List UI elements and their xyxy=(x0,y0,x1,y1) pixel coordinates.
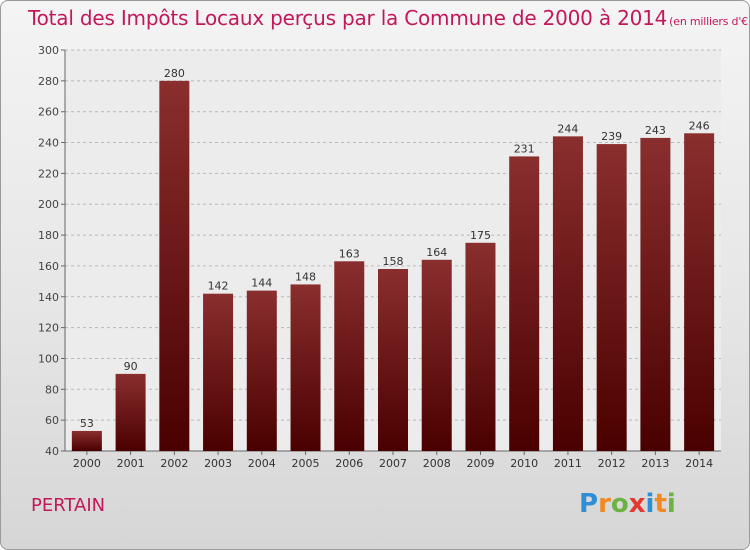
data-label: 148 xyxy=(295,270,316,283)
bar xyxy=(640,137,671,451)
commune-name: PERTAIN xyxy=(31,495,106,516)
bar xyxy=(290,284,321,451)
data-label: 231 xyxy=(514,142,535,155)
bar xyxy=(334,261,365,451)
x-tick-label: 2011 xyxy=(554,457,582,470)
y-tick-label: 200 xyxy=(38,198,59,211)
y-tick-label: 300 xyxy=(38,44,59,57)
y-tick-label: 60 xyxy=(45,414,59,427)
data-label: 280 xyxy=(164,67,185,80)
logo-letter: t xyxy=(654,489,667,519)
data-label: 144 xyxy=(251,277,272,290)
y-tick-label: 280 xyxy=(38,75,59,88)
chart-title: Total des Impôts Locaux perçus par la Co… xyxy=(28,6,750,30)
data-label: 53 xyxy=(80,417,94,430)
x-tick-label: 2003 xyxy=(204,457,232,470)
data-label: 90 xyxy=(124,360,138,373)
y-tick-label: 160 xyxy=(38,260,59,273)
x-tick-label: 2009 xyxy=(466,457,494,470)
x-tick-label: 2014 xyxy=(685,457,713,470)
y-tick-label: 100 xyxy=(38,352,59,365)
bar xyxy=(596,144,627,452)
bar xyxy=(159,80,190,451)
logo-letter: r xyxy=(598,489,611,519)
data-labels: 53 90 280 142 144 148 163 158 164 175 231 244 239 243… xyxy=(80,67,710,430)
x-tick-label: 2005 xyxy=(292,457,320,470)
logo-letter: i xyxy=(645,489,655,519)
bar xyxy=(246,290,277,451)
x-tick-label: 2001 xyxy=(117,457,145,470)
x-tick-label: 2000 xyxy=(73,457,101,470)
data-label: 244 xyxy=(557,122,578,135)
bar xyxy=(378,269,408,451)
bar xyxy=(203,293,234,451)
data-label: 175 xyxy=(470,229,491,242)
y-tick-label: 80 xyxy=(45,383,59,396)
proxiti-logo: Proxiti xyxy=(579,489,676,519)
bar xyxy=(465,242,496,451)
y-tick-label: 220 xyxy=(38,167,59,180)
logo-letter: P xyxy=(579,489,599,519)
bar xyxy=(421,259,452,451)
data-label: 163 xyxy=(339,247,360,260)
x-tick-label: 2013 xyxy=(641,457,669,470)
chart-subtitle: (en milliers d'€) xyxy=(669,15,750,28)
data-label: 142 xyxy=(208,280,229,293)
bar xyxy=(684,133,715,452)
bars xyxy=(71,80,715,452)
bar xyxy=(71,430,102,451)
bar xyxy=(552,136,583,451)
data-label: 243 xyxy=(645,124,666,137)
logo-letter: o xyxy=(610,489,629,519)
logo-letter: x xyxy=(628,489,646,519)
logo-letter: i xyxy=(666,489,676,519)
y-tick-label: 260 xyxy=(38,106,59,119)
chart-title-text: Total des Impôts Locaux perçus par la Co… xyxy=(28,6,668,30)
y-tick-label: 40 xyxy=(45,445,59,458)
x-tick-label: 2010 xyxy=(510,457,538,470)
y-tick-label: 240 xyxy=(38,137,59,150)
x-tick-label: 2008 xyxy=(423,457,451,470)
y-tick-label: 180 xyxy=(38,229,59,242)
y-tick-label: 120 xyxy=(38,322,59,335)
x-tick-label: 2002 xyxy=(160,457,188,470)
data-label: 164 xyxy=(426,246,447,259)
data-label: 239 xyxy=(601,130,622,143)
x-tick-label: 2004 xyxy=(248,457,276,470)
x-tick-label: 2012 xyxy=(598,457,626,470)
data-label: 158 xyxy=(383,255,404,268)
bar xyxy=(509,156,540,451)
data-label: 246 xyxy=(689,119,710,132)
x-tick-label: 2007 xyxy=(379,457,407,470)
y-tick-label: 140 xyxy=(38,291,59,304)
bar xyxy=(115,373,146,451)
x-tick-label: 2006 xyxy=(335,457,363,470)
